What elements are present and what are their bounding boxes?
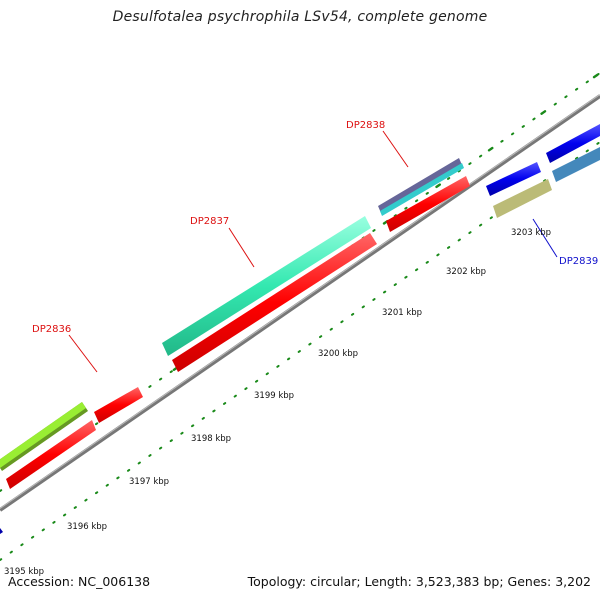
gene-dp2838[interactable] <box>378 158 464 216</box>
gene-label-dp2839[interactable]: DP2839 <box>559 256 598 267</box>
kbp-3203: 3203 kbp <box>511 228 551 238</box>
gene-label-dp2836[interactable]: DP2836 <box>32 324 71 335</box>
gene-dp2836-reverse[interactable] <box>6 387 143 489</box>
gene-dp2837-reverse[interactable] <box>172 233 377 372</box>
scale-labels: 3195 kbp 3196 kbp 3197 kbp 3198 kbp 3199… <box>4 228 551 577</box>
accession-text: Accession: NC_006138 <box>8 574 151 589</box>
kbp-3198: 3198 kbp <box>191 434 231 444</box>
genome-summary-text: Topology: circular; Length: 3,523,383 bp… <box>247 574 591 589</box>
gene-dp2837[interactable] <box>162 216 371 356</box>
kbp-3195: 3195 kbp <box>4 567 44 577</box>
kbp-3199: 3199 kbp <box>254 391 294 401</box>
gene-label-dp2837[interactable]: DP2837 <box>190 216 229 227</box>
kbp-3200: 3200 kbp <box>318 349 358 359</box>
gene-dp2839-forward[interactable] <box>486 124 600 196</box>
gene-dp2836-forward[interactable] <box>0 402 88 471</box>
kbp-3196: 3196 kbp <box>67 522 107 532</box>
gene-dp2839-reverse[interactable] <box>493 147 600 218</box>
gene-dp2838-reverse[interactable] <box>386 176 470 232</box>
gene-labels: DP2836 DP2837 DP2838 DP2839 <box>32 120 598 335</box>
gene-label-dp2838[interactable]: DP2838 <box>346 120 385 131</box>
page-title: Desulfotalea psychrophila LSv54, complet… <box>112 9 488 25</box>
kbp-3201: 3201 kbp <box>382 308 422 318</box>
partial-gene-marker <box>0 528 3 534</box>
kbp-3202: 3202 kbp <box>446 267 486 277</box>
genome-backbone <box>0 94 600 512</box>
gene-callout-lines <box>68 130 558 373</box>
kbp-3197: 3197 kbp <box>129 477 169 487</box>
inner-scale-track <box>0 141 600 561</box>
